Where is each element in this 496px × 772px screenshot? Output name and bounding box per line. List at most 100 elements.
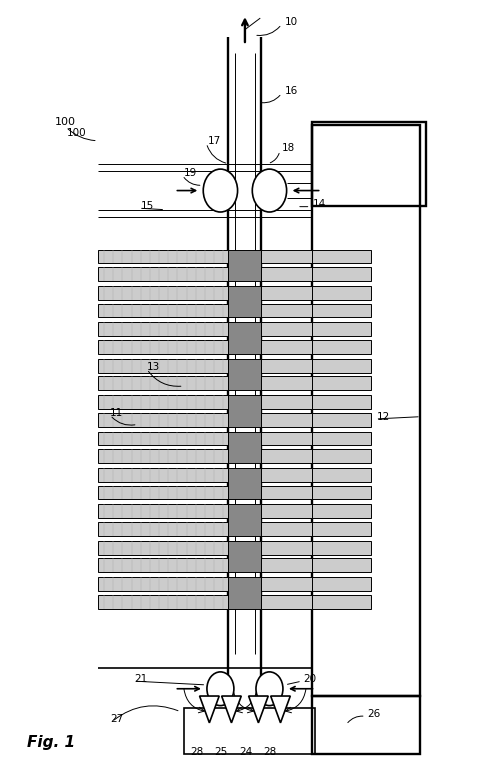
- Bar: [261, 595, 312, 608]
- Bar: [184, 708, 315, 754]
- Text: 24: 24: [239, 747, 252, 757]
- Text: 16: 16: [285, 86, 298, 96]
- Bar: [261, 377, 312, 390]
- Text: 27: 27: [110, 714, 124, 724]
- Bar: [312, 449, 371, 463]
- Bar: [98, 504, 228, 518]
- Bar: [228, 577, 261, 608]
- Text: 11: 11: [110, 408, 124, 418]
- Bar: [98, 377, 228, 390]
- Bar: [261, 558, 312, 572]
- Bar: [312, 125, 420, 696]
- Bar: [98, 413, 228, 427]
- Bar: [98, 323, 228, 336]
- Bar: [312, 696, 420, 754]
- Bar: [228, 468, 261, 499]
- Text: 21: 21: [134, 674, 148, 684]
- Text: 12: 12: [377, 411, 390, 422]
- Text: 20: 20: [303, 674, 316, 684]
- Bar: [261, 340, 312, 354]
- Polygon shape: [248, 696, 268, 723]
- Bar: [312, 286, 371, 300]
- Text: 28: 28: [263, 747, 277, 757]
- Bar: [261, 323, 312, 336]
- Bar: [261, 577, 312, 591]
- Bar: [228, 249, 261, 281]
- Bar: [312, 249, 371, 263]
- Text: Fig. 1: Fig. 1: [27, 735, 75, 750]
- Bar: [98, 522, 228, 536]
- Bar: [228, 323, 261, 354]
- Bar: [98, 541, 228, 554]
- Bar: [228, 359, 261, 390]
- Bar: [98, 395, 228, 409]
- Circle shape: [203, 169, 238, 212]
- Bar: [261, 432, 312, 445]
- Bar: [261, 413, 312, 427]
- Bar: [261, 303, 312, 317]
- Bar: [261, 541, 312, 554]
- Bar: [261, 522, 312, 536]
- Bar: [261, 486, 312, 499]
- Polygon shape: [222, 696, 241, 723]
- Bar: [98, 577, 228, 591]
- Bar: [312, 541, 371, 554]
- Bar: [261, 468, 312, 482]
- Text: 25: 25: [214, 747, 228, 757]
- Circle shape: [207, 672, 234, 706]
- Text: 18: 18: [282, 144, 295, 154]
- Bar: [312, 486, 371, 499]
- Bar: [228, 432, 261, 463]
- Bar: [261, 286, 312, 300]
- Bar: [98, 486, 228, 499]
- Bar: [312, 340, 371, 354]
- Bar: [312, 267, 371, 281]
- Bar: [228, 286, 261, 317]
- Bar: [312, 121, 426, 206]
- Text: 13: 13: [147, 362, 160, 372]
- Bar: [98, 286, 228, 300]
- Text: 26: 26: [368, 709, 381, 719]
- Text: 100: 100: [55, 117, 76, 127]
- Bar: [261, 359, 312, 373]
- Bar: [98, 468, 228, 482]
- Bar: [261, 504, 312, 518]
- Text: 10: 10: [285, 17, 298, 27]
- Text: 14: 14: [312, 199, 325, 209]
- Bar: [312, 359, 371, 373]
- Bar: [98, 449, 228, 463]
- Bar: [312, 377, 371, 390]
- Polygon shape: [271, 696, 290, 723]
- Bar: [98, 595, 228, 608]
- Bar: [228, 504, 261, 536]
- Bar: [312, 522, 371, 536]
- Text: 100: 100: [67, 128, 87, 138]
- Circle shape: [256, 672, 283, 706]
- Bar: [312, 323, 371, 336]
- Bar: [261, 249, 312, 263]
- Text: 15: 15: [141, 201, 154, 211]
- Text: 19: 19: [184, 168, 197, 178]
- Bar: [261, 267, 312, 281]
- Text: 17: 17: [208, 136, 221, 146]
- Bar: [228, 541, 261, 572]
- Bar: [98, 432, 228, 445]
- Bar: [98, 267, 228, 281]
- Bar: [312, 413, 371, 427]
- Bar: [261, 395, 312, 409]
- Bar: [98, 558, 228, 572]
- Bar: [312, 432, 371, 445]
- Text: 28: 28: [190, 747, 203, 757]
- Bar: [312, 504, 371, 518]
- Bar: [312, 595, 371, 608]
- Polygon shape: [199, 696, 219, 723]
- Bar: [312, 303, 371, 317]
- Bar: [312, 558, 371, 572]
- Bar: [261, 449, 312, 463]
- Bar: [228, 395, 261, 427]
- Bar: [98, 303, 228, 317]
- Bar: [312, 395, 371, 409]
- Bar: [98, 249, 228, 263]
- Bar: [312, 577, 371, 591]
- Bar: [98, 340, 228, 354]
